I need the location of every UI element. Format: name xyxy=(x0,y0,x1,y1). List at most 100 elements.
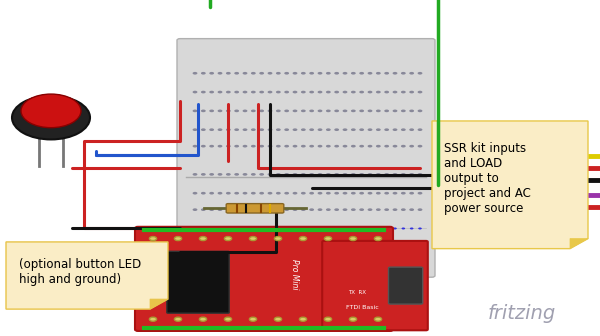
Circle shape xyxy=(359,173,364,176)
Circle shape xyxy=(392,110,397,112)
Circle shape xyxy=(409,72,414,75)
Circle shape xyxy=(251,246,255,248)
Circle shape xyxy=(201,128,206,131)
Circle shape xyxy=(343,173,347,176)
Circle shape xyxy=(209,145,214,148)
Circle shape xyxy=(384,72,389,75)
Circle shape xyxy=(343,208,347,211)
Text: Pro Mini: Pro Mini xyxy=(290,259,299,289)
Circle shape xyxy=(384,145,389,148)
FancyBboxPatch shape xyxy=(167,251,229,313)
Circle shape xyxy=(418,72,422,75)
Circle shape xyxy=(368,72,373,75)
Circle shape xyxy=(193,227,197,229)
Circle shape xyxy=(326,72,331,75)
Circle shape xyxy=(326,110,331,112)
Circle shape xyxy=(209,110,214,112)
Circle shape xyxy=(401,208,406,211)
Circle shape xyxy=(260,246,263,248)
Circle shape xyxy=(251,110,256,112)
Circle shape xyxy=(201,72,206,75)
Circle shape xyxy=(268,128,272,131)
Circle shape xyxy=(368,192,373,195)
Circle shape xyxy=(351,192,356,195)
Circle shape xyxy=(310,246,313,248)
Circle shape xyxy=(234,128,239,131)
Circle shape xyxy=(284,91,289,93)
Circle shape xyxy=(309,173,314,176)
Circle shape xyxy=(359,110,364,112)
Circle shape xyxy=(293,91,298,93)
Circle shape xyxy=(409,173,414,176)
Circle shape xyxy=(343,145,347,148)
Circle shape xyxy=(234,173,239,176)
Circle shape xyxy=(251,145,256,148)
Circle shape xyxy=(368,128,373,131)
Circle shape xyxy=(418,208,422,211)
Circle shape xyxy=(274,317,281,321)
Circle shape xyxy=(359,145,364,148)
FancyBboxPatch shape xyxy=(177,39,435,277)
Circle shape xyxy=(251,227,255,229)
Circle shape xyxy=(368,246,372,248)
Circle shape xyxy=(202,227,205,229)
Circle shape xyxy=(251,91,256,93)
Circle shape xyxy=(301,173,306,176)
Circle shape xyxy=(368,173,373,176)
Circle shape xyxy=(284,192,289,195)
Circle shape xyxy=(259,192,264,195)
Circle shape xyxy=(12,96,90,139)
Circle shape xyxy=(317,173,322,176)
Circle shape xyxy=(409,91,414,93)
Circle shape xyxy=(234,72,239,75)
Circle shape xyxy=(301,91,306,93)
Circle shape xyxy=(401,91,406,93)
Circle shape xyxy=(284,110,289,112)
Circle shape xyxy=(226,192,231,195)
Circle shape xyxy=(317,192,322,195)
Circle shape xyxy=(309,208,314,211)
Circle shape xyxy=(268,192,272,195)
Polygon shape xyxy=(570,239,588,249)
Circle shape xyxy=(352,246,355,248)
Circle shape xyxy=(349,317,356,321)
Circle shape xyxy=(334,128,339,131)
Circle shape xyxy=(226,72,231,75)
Circle shape xyxy=(251,72,256,75)
Circle shape xyxy=(268,227,272,229)
Circle shape xyxy=(218,192,223,195)
Circle shape xyxy=(242,192,247,195)
Circle shape xyxy=(392,145,397,148)
Circle shape xyxy=(418,128,422,131)
Circle shape xyxy=(301,145,306,148)
Circle shape xyxy=(268,208,272,211)
Circle shape xyxy=(259,110,264,112)
Circle shape xyxy=(401,246,405,248)
Circle shape xyxy=(343,227,347,229)
Circle shape xyxy=(199,317,206,321)
Circle shape xyxy=(268,246,272,248)
Circle shape xyxy=(218,227,222,229)
Circle shape xyxy=(284,145,289,148)
Circle shape xyxy=(359,208,364,211)
FancyBboxPatch shape xyxy=(226,204,284,213)
Circle shape xyxy=(384,128,389,131)
Circle shape xyxy=(376,192,381,195)
Circle shape xyxy=(302,227,305,229)
Circle shape xyxy=(384,110,389,112)
Circle shape xyxy=(277,227,280,229)
Circle shape xyxy=(317,128,322,131)
Circle shape xyxy=(201,145,206,148)
Circle shape xyxy=(293,110,298,112)
Circle shape xyxy=(218,173,223,176)
Circle shape xyxy=(226,91,231,93)
Circle shape xyxy=(351,72,356,75)
FancyBboxPatch shape xyxy=(135,227,393,331)
Circle shape xyxy=(343,110,347,112)
Circle shape xyxy=(276,192,281,195)
Circle shape xyxy=(376,128,381,131)
Circle shape xyxy=(226,208,231,211)
Circle shape xyxy=(218,128,223,131)
Text: TX  RX: TX RX xyxy=(347,290,365,295)
Circle shape xyxy=(334,91,339,93)
